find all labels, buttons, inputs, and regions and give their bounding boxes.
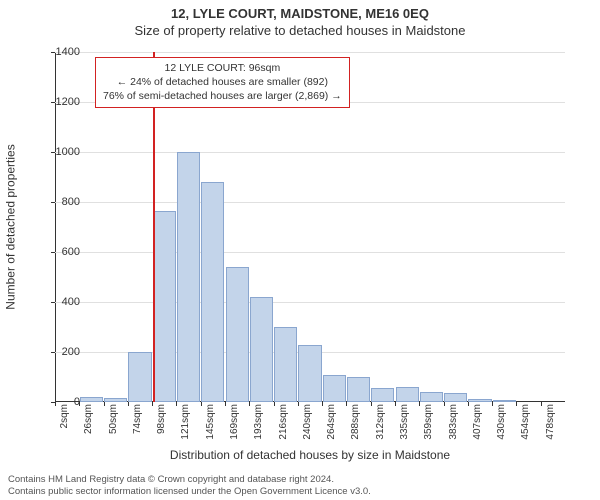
- histogram-bar: [323, 375, 346, 403]
- histogram-bar: [128, 352, 151, 402]
- ytick-label: 400: [40, 296, 80, 308]
- histogram-bar: [371, 388, 394, 402]
- histogram-bar: [201, 182, 224, 402]
- histogram-bar: [226, 267, 249, 402]
- xtick-label: 264sqm: [326, 402, 337, 440]
- address-title: 12, LYLE COURT, MAIDSTONE, ME16 0EQ: [0, 0, 600, 21]
- chart-subtitle: Size of property relative to detached ho…: [0, 23, 600, 38]
- xtick-label: 193sqm: [253, 402, 264, 440]
- xtick-label: 216sqm: [278, 402, 289, 440]
- footer-line2: Contains public sector information licen…: [8, 486, 592, 498]
- histogram-bar: [420, 392, 443, 402]
- xtick-label: 407sqm: [472, 402, 483, 440]
- xtick-mark: [249, 402, 250, 406]
- xtick-mark: [128, 402, 129, 406]
- xtick-mark: [298, 402, 299, 406]
- histogram-bar: [274, 327, 297, 402]
- histogram-bar: [396, 387, 419, 402]
- ytick-label: 1000: [40, 146, 80, 158]
- grid-line: [55, 302, 565, 303]
- xtick-mark: [444, 402, 445, 406]
- xtick-mark: [225, 402, 226, 406]
- xtick-mark: [104, 402, 105, 406]
- xtick-mark: [152, 402, 153, 406]
- infobox-line3: 76% of semi-detached houses are larger (…: [103, 89, 342, 103]
- reference-infobox: 12 LYLE COURT: 96sqm ← 24% of detached h…: [95, 57, 350, 108]
- xtick-label: 74sqm: [132, 402, 143, 434]
- xtick-label: 26sqm: [83, 402, 94, 434]
- xtick-label: 383sqm: [448, 402, 459, 440]
- xtick-label: 50sqm: [108, 402, 119, 434]
- xtick-mark: [201, 402, 202, 406]
- xtick-mark: [395, 402, 396, 406]
- xtick-mark: [346, 402, 347, 406]
- xtick-label: 430sqm: [496, 402, 507, 440]
- xtick-mark: [468, 402, 469, 406]
- y-axis-label: Number of detached properties: [4, 52, 18, 402]
- xtick-mark: [516, 402, 517, 406]
- ytick-label: 1400: [40, 46, 80, 58]
- ytick-label: 600: [40, 246, 80, 258]
- xtick-label: 335sqm: [399, 402, 410, 440]
- x-axis-label: Distribution of detached houses by size …: [55, 448, 565, 462]
- xtick-label: 312sqm: [375, 402, 386, 440]
- xtick-mark: [322, 402, 323, 406]
- chart-container: 12, LYLE COURT, MAIDSTONE, ME16 0EQ Size…: [0, 0, 600, 500]
- ytick-label: 800: [40, 196, 80, 208]
- xtick-label: 240sqm: [302, 402, 313, 440]
- xtick-label: 478sqm: [545, 402, 556, 440]
- xtick-label: 98sqm: [156, 402, 167, 434]
- xtick-mark: [492, 402, 493, 406]
- xtick-mark: [176, 402, 177, 406]
- grid-line: [55, 202, 565, 203]
- histogram-bar: [177, 152, 200, 402]
- histogram-bar: [347, 377, 370, 402]
- histogram-bar: [153, 211, 176, 402]
- histogram-bar: [298, 345, 321, 403]
- infobox-line2: ← 24% of detached houses are smaller (89…: [103, 75, 342, 89]
- xtick-mark: [419, 402, 420, 406]
- xtick-label: 121sqm: [180, 402, 191, 440]
- xtick-mark: [371, 402, 372, 406]
- xtick-label: 169sqm: [229, 402, 240, 440]
- histogram-bar: [444, 393, 467, 402]
- grid-line: [55, 152, 565, 153]
- xtick-label: 288sqm: [350, 402, 361, 440]
- ytick-label: 0: [40, 396, 80, 408]
- xtick-label: 454sqm: [520, 402, 531, 440]
- xtick-label: 359sqm: [423, 402, 434, 440]
- infobox-line1: 12 LYLE COURT: 96sqm: [103, 61, 342, 75]
- grid-line: [55, 52, 565, 53]
- footer: Contains HM Land Registry data © Crown c…: [0, 474, 600, 498]
- footer-line1: Contains HM Land Registry data © Crown c…: [8, 474, 592, 486]
- ytick-label: 200: [40, 346, 80, 358]
- ytick-label: 1200: [40, 96, 80, 108]
- xtick-label: 145sqm: [205, 402, 216, 440]
- xtick-mark: [541, 402, 542, 406]
- grid-line: [55, 252, 565, 253]
- xtick-mark: [274, 402, 275, 406]
- histogram-bar: [250, 297, 273, 402]
